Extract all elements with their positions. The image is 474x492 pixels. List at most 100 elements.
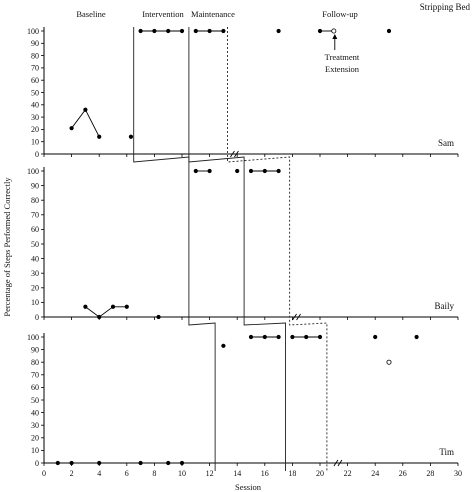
axis-break-mark [234, 150, 239, 158]
y-tick-label: 90 [31, 39, 39, 48]
data-point [304, 334, 309, 340]
y-tick-label: 10 [31, 298, 39, 307]
x-axis-title: Session [235, 482, 262, 492]
data-point [83, 107, 88, 112]
data-point [386, 28, 392, 34]
data-point [193, 168, 198, 174]
y-tick-label: 0 [35, 459, 39, 468]
participant-label: Sam [438, 138, 454, 148]
axis-break-mark [333, 459, 339, 467]
axis-break-mark [296, 313, 301, 321]
data-point [69, 460, 74, 466]
data-point [262, 334, 267, 340]
data-point [221, 343, 226, 348]
y-tick-label: 60 [31, 225, 39, 234]
data-point [97, 314, 102, 320]
data-point [97, 134, 102, 139]
y-tick-label: 100 [27, 27, 39, 36]
data-point [97, 460, 102, 466]
phase-line-maintenance [188, 27, 286, 471]
data-point [276, 28, 281, 34]
y-tick-label: 50 [31, 240, 39, 249]
data-point [235, 168, 240, 174]
y-tick-label: 90 [31, 345, 39, 354]
data-point [207, 28, 212, 34]
annotation-arrow-head [332, 34, 338, 39]
data-point [179, 460, 185, 466]
phase-line-followup [227, 27, 328, 471]
y-tick-label: 10 [31, 446, 39, 455]
data-path [71, 108, 100, 137]
y-tick-label: 70 [31, 211, 39, 220]
data-point [248, 168, 254, 174]
annotation-extension: Extension [325, 64, 360, 74]
y-tick-label: 80 [31, 51, 39, 60]
data-point [373, 334, 378, 340]
axis-break-mark [292, 313, 297, 321]
phase-label-intervention: Intervention [142, 9, 184, 19]
data-point [262, 168, 267, 174]
data-point [276, 334, 281, 340]
x-tick-label: 6 [125, 469, 129, 478]
phase-label-followup: Follow-up [322, 9, 357, 19]
x-tick-label: 0 [42, 469, 46, 478]
y-tick-label: 30 [31, 269, 39, 278]
x-tick-label: 20 [316, 469, 324, 478]
y-tick-label: 90 [31, 181, 39, 190]
y-axis-title: Percentage of Steps Performed Correctly [2, 177, 12, 317]
x-tick-label: 26 [399, 469, 407, 478]
data-point [317, 28, 323, 34]
y-tick-label: 10 [31, 138, 39, 147]
y-tick-label: 100 [27, 167, 39, 176]
panel-baily: 0 10 20 30 40 50 60 70 80 90 100 Baily [27, 167, 459, 322]
data-point [221, 28, 226, 34]
x-tick-label: 16 [261, 469, 269, 478]
y-tick-label: 80 [31, 196, 39, 205]
open-data-point [386, 359, 392, 365]
y-tick-label: 40 [31, 408, 39, 417]
y-tick-label: 30 [31, 421, 39, 430]
annotation-treatment: Treatment [325, 52, 360, 62]
data-point [193, 28, 198, 34]
participant-label: Baily [435, 301, 455, 311]
y-tick-label: 70 [31, 371, 39, 380]
y-tick-label: 0 [35, 150, 39, 159]
data-point [317, 334, 323, 340]
x-tick-label: 24 [371, 469, 379, 478]
data-point [290, 334, 295, 340]
y-tick-label: 40 [31, 101, 39, 110]
axis-break-mark [230, 150, 235, 158]
data-point [55, 460, 60, 466]
data-point [138, 28, 143, 34]
x-tick-label: 18 [288, 469, 296, 478]
participant-label: Tim [439, 447, 454, 457]
y-tick-label: 40 [31, 254, 39, 263]
y-tick-label: 60 [31, 76, 39, 85]
y-tick-label: 80 [31, 358, 39, 367]
data-point [276, 168, 281, 174]
y-tick-label: 30 [31, 113, 39, 122]
y-tick-label: 100 [27, 333, 39, 342]
x-tick-label: 10 [178, 469, 186, 478]
data-path [85, 306, 127, 318]
data-point [83, 304, 88, 309]
y-tick-label: 20 [31, 125, 39, 134]
phase-label-baseline: Baseline [76, 9, 105, 19]
x-tick-label: 12 [206, 469, 214, 478]
y-tick-label: 60 [31, 383, 39, 392]
panel-sam: 0 10 20 30 40 50 60 70 80 90 100 Sam [27, 27, 459, 159]
x-tick-label: 28 [426, 469, 434, 478]
data-point [166, 460, 171, 466]
y-tick-label: 50 [31, 88, 39, 97]
data-point [128, 134, 134, 139]
x-tick-label: 2 [70, 469, 74, 478]
data-point [124, 304, 129, 309]
data-point [248, 334, 254, 340]
y-tick-label: 0 [35, 313, 39, 322]
data-point [138, 460, 143, 466]
data-point [152, 28, 157, 34]
x-tick-label: 14 [233, 469, 241, 478]
phase-label-maintenance: Maintenance [191, 9, 235, 19]
